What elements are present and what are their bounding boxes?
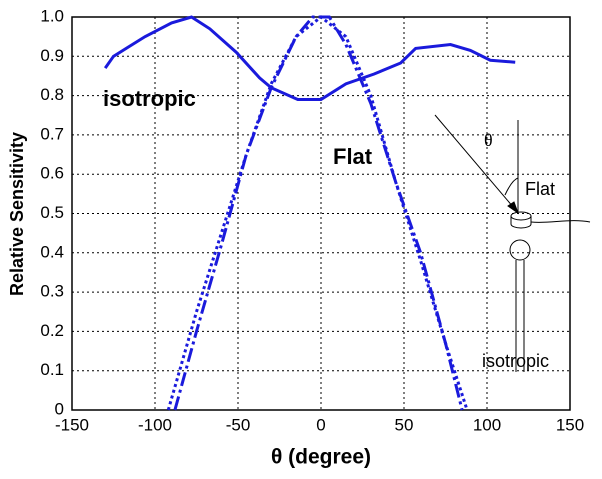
isotropic-sensor — [509, 239, 531, 261]
x-tick-label: 150 — [556, 415, 584, 434]
x-axis-label: θ (degree) — [271, 446, 371, 469]
annotation: θ — [484, 130, 493, 150]
x-tick-label: 100 — [473, 415, 501, 434]
y-tick-label: 1.0 — [40, 6, 64, 25]
flat-sensor-body — [510, 216, 532, 229]
annotation: isotropic — [482, 351, 549, 371]
y-tick-label: 0.9 — [40, 46, 64, 65]
annotation: isotropic — [103, 86, 196, 111]
y-tick-label: 0.5 — [40, 203, 64, 222]
x-tick-label: 50 — [395, 415, 414, 434]
y-tick-label: 0.8 — [40, 85, 64, 104]
x-tick-label: 0 — [316, 415, 325, 434]
series-line — [166, 15, 469, 411]
y-tick-label: 0.2 — [40, 321, 64, 340]
angle-arc — [504, 177, 519, 196]
y-tick-label: 0.7 — [40, 124, 64, 143]
y-tick-label: 0 — [55, 399, 64, 418]
arrow-head — [507, 201, 520, 215]
annotation: Flat — [525, 179, 555, 199]
y-tick-label: 0.6 — [40, 164, 64, 183]
annotation: Flat — [333, 144, 373, 169]
inset-diagram — [434, 114, 591, 372]
x-tick-label: -50 — [226, 415, 251, 434]
y-tick-label: 0.4 — [40, 242, 64, 261]
x-tick-label: -100 — [138, 415, 172, 434]
y-tick-label: 0.1 — [40, 360, 64, 379]
arrow-line — [434, 114, 515, 209]
cable — [530, 220, 591, 223]
series-line — [103, 15, 516, 102]
x-tick-label: -150 — [55, 415, 89, 434]
y-tick-label: 0.3 — [40, 282, 64, 301]
y-axis-label: Relative Sensitivity — [7, 132, 27, 296]
